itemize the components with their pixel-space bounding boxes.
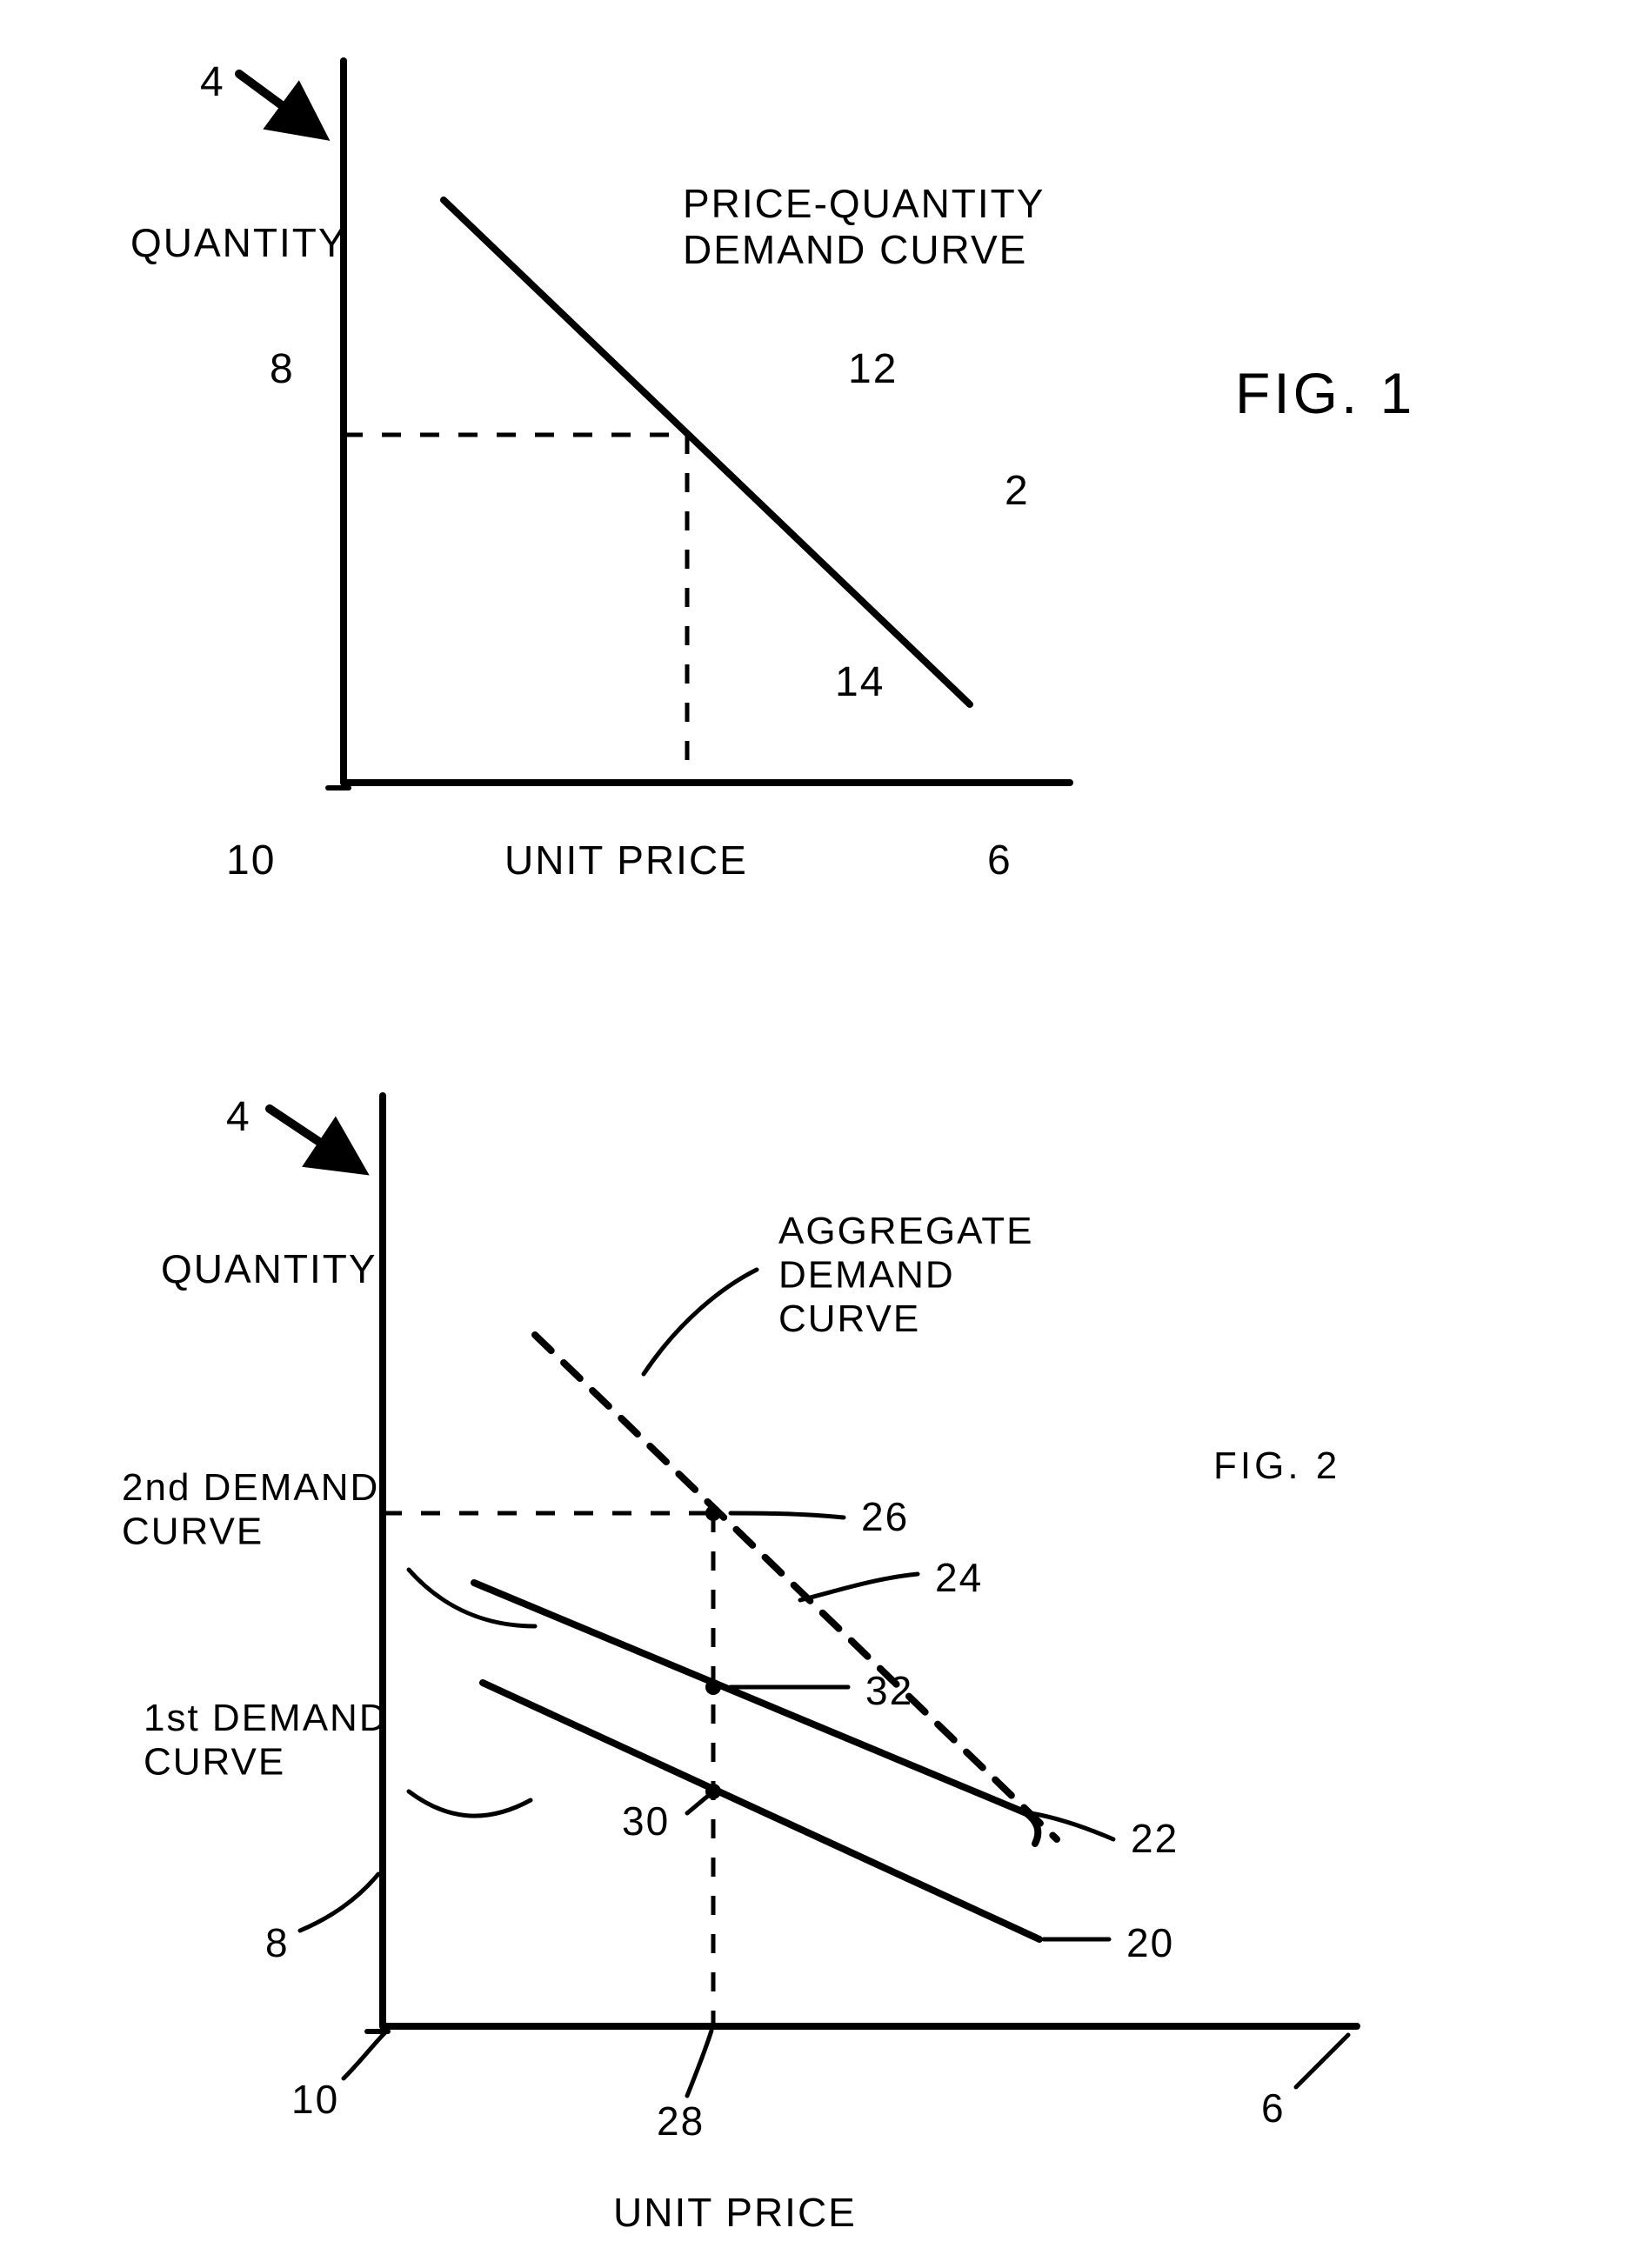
fig2-second-demand-line (474, 1583, 1026, 1813)
fig2-leader-lbl6 (1296, 2035, 1348, 2087)
fig1-ref-6: 6 (987, 837, 1012, 884)
fig2-ref-30: 30 (622, 1798, 670, 1844)
fig2-leader-lbl26 (731, 1513, 844, 1518)
fig2-leader-lbl10 (344, 2031, 387, 2078)
fig2-leader-lbl24 (800, 1574, 918, 1600)
fig2-ref-10: 10 (291, 2077, 339, 2122)
fig2-ref-28: 28 (657, 2098, 705, 2144)
fig2-ref-24: 24 (935, 1555, 983, 1600)
fig1-ref-14: 14 (835, 659, 885, 705)
fig2-leader-lbl30 (687, 1793, 711, 1813)
fig2-aggregate-label: AGGREGATEDEMANDCURVE (778, 1210, 1033, 1340)
fig2-ref-32: 32 (865, 1668, 913, 1713)
fig2-leader-lbl28 (687, 2031, 711, 2096)
fig2-arrow-4 (270, 1109, 361, 1170)
fig2-x-axis-label: UNIT PRICE (613, 2190, 857, 2235)
fig2-dot-26 (705, 1505, 721, 1521)
fig1-title: PRICE-QUANTITYDEMAND CURVE (683, 181, 1045, 272)
fig2-ref-20: 20 (1126, 1920, 1174, 1965)
fig1-ref-4: 4 (200, 59, 225, 105)
fig2-first-demand-line (483, 1683, 1039, 1939)
fig1-figure-label: FIG. 1 (1235, 361, 1415, 425)
fig2-y-axis-label: QUANTITY (161, 1246, 377, 1291)
fig1-ref-10: 10 (226, 837, 276, 884)
fig1-x-axis-label: UNIT PRICE (504, 837, 748, 883)
fig2-ref-6: 6 (1261, 2085, 1286, 2131)
fig1-y-axis-label: QUANTITY (130, 220, 347, 265)
fig2-second-demand-label: 2nd DEMANDCURVE (122, 1466, 379, 1553)
fig2-leader-lbl8 (300, 1874, 378, 1931)
fig2-ref-22: 22 (1131, 1816, 1179, 1861)
fig1-demand-line (444, 200, 970, 704)
fig1-ref-12: 12 (848, 346, 898, 392)
fig2-leader-agg (644, 1270, 757, 1374)
fig2-ref-26: 26 (861, 1494, 909, 1539)
fig1-arrow-4 (239, 74, 322, 135)
fig2-first-demand-label: 1st DEMANDCURVE (144, 1697, 389, 1784)
fig1-ref-2: 2 (1005, 468, 1030, 514)
fig2-leader-first_to_line (409, 1791, 531, 1816)
fig2-dot-32 (705, 1679, 721, 1695)
fig2-figure-label: FIG. 2 (1213, 1444, 1340, 1487)
fig1-ref-8: 8 (270, 346, 295, 392)
fig2-ref-8: 8 (265, 1920, 290, 1965)
fig2-ref-4: 4 (226, 1094, 251, 1140)
fig2-leader-lbl22 (1031, 1813, 1113, 1839)
